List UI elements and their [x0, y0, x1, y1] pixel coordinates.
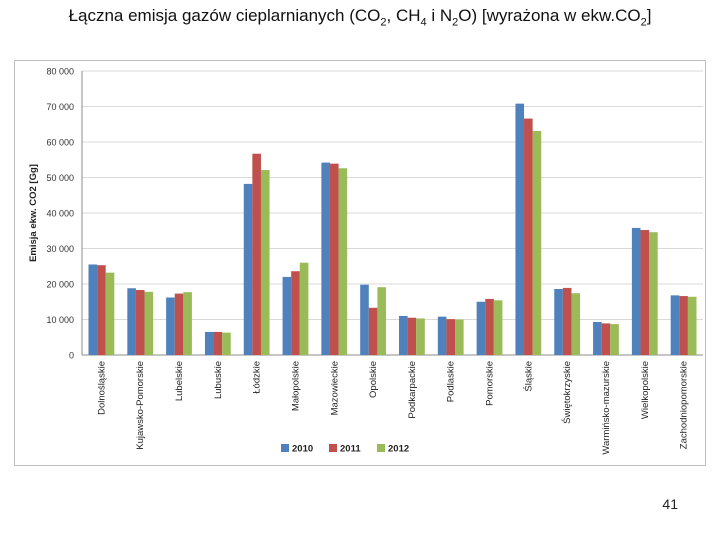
bar-2012-15: Zachodniopomorskie 2012: 16400	[687, 296, 697, 355]
y-tick-label: 30 000	[46, 244, 74, 254]
bar-2012-3: Lubuskie 2012: 6300	[222, 332, 231, 355]
category-label: Lubelskie	[174, 361, 185, 401]
y-tick-label: 70 000	[46, 102, 74, 112]
bar-2010-15: Zachodniopomorskie 2010: 16800	[670, 295, 680, 355]
bar-2012-14: Wielkopolskie 2012: 34600	[649, 232, 658, 355]
bar-2010-14: Wielkopolskie 2010: 35800	[631, 227, 641, 355]
bar-2010-5: Małopolskie 2010: 22000	[282, 276, 292, 355]
category-label: Łódzkie	[252, 361, 263, 394]
bar-2011-7: Opolskie 2011: 13300	[368, 307, 378, 355]
bar-2010-2: Lubelskie 2010: 16200	[166, 297, 175, 355]
y-tick-label: 60 000	[46, 138, 74, 148]
bar-2010-4: Łódzkie 2010: 48200	[243, 183, 253, 355]
category-label: Kujawsko-Pomorskie	[135, 361, 146, 450]
bar-2011-10: Pomorskie 2011: 15800	[485, 298, 494, 355]
title-subscript: 2	[640, 16, 647, 29]
bar-2010-8: Podkarpackie 2010: 11000	[399, 315, 408, 355]
bar-2011-6: Mazowieckie 2011: 53900	[329, 163, 339, 355]
bar-2010-13: Warmińsko-mazurskie 2010: 9300	[593, 321, 602, 355]
title-text: Łączna emisja gazów cieplarnianych (CO	[68, 6, 381, 25]
bar-2010-6: Mazowieckie 2010: 54200	[321, 162, 330, 355]
title-subscript: 4	[420, 16, 427, 29]
bar-2010-11: Śląskie 2010: 70800	[515, 103, 525, 355]
y-tick-label: 10 000	[46, 315, 74, 325]
bar-2011-15: Zachodniopomorskie 2011: 16600	[679, 296, 688, 355]
legend-label: 2012	[388, 444, 409, 455]
y-tick-label: 20 000	[46, 280, 74, 290]
title-text: i N	[426, 6, 453, 25]
bar-2012-5: Małopolskie 2012: 26000	[299, 262, 309, 355]
category-label: Mazowieckie	[329, 361, 340, 415]
bar-2011-13: Warmińsko-mazurskie 2011: 8900	[601, 323, 611, 355]
category-label: Opolskie	[368, 361, 379, 398]
y-axis-label: Emisja ekw. CO2 [Gg]	[28, 164, 39, 262]
title-text: ]	[646, 6, 652, 25]
bar-2011-4: Łódzkie 2011: 56700	[252, 153, 261, 355]
title-subscript: 2	[380, 16, 387, 29]
category-label: Warmińsko-mazurskie	[601, 361, 612, 455]
bar-2012-7: Opolskie 2012: 19100	[377, 287, 386, 355]
bar-2012-13: Warmińsko-mazurskie 2012: 8700	[610, 324, 619, 355]
bar-2011-14: Wielkopolskie 2011: 35200	[640, 230, 650, 355]
bar-2010-10: Pomorskie 2010: 15000	[476, 301, 486, 355]
bar-2012-10: Pomorskie 2012: 15400	[493, 300, 503, 355]
bar-2010-12: Świętokrzyskie 2010: 18600	[554, 288, 563, 355]
category-label: Podlaskie	[446, 361, 457, 402]
category-label: Wielkopolskie	[640, 361, 651, 419]
bar-2012-1: Kujawsko-Pomorskie 2012: 17800	[144, 291, 154, 355]
bar-2012-11: Śląskie 2012: 63100	[532, 131, 542, 355]
bar-2012-2: Lubelskie 2012: 17700	[183, 292, 192, 355]
title-text: , CH	[386, 6, 421, 25]
bar-2011-8: Podkarpackie 2011: 10500	[407, 317, 417, 355]
legend-swatch-2010	[281, 444, 289, 452]
bar-2011-3: Lubuskie 2011: 6500	[213, 331, 223, 355]
category-label: Lubuskie	[213, 361, 224, 399]
page-number: 41	[662, 496, 678, 512]
category-label: Podkarpackie	[407, 361, 418, 419]
slide-title: Łączna emisja gazów cieplarnianych (CO2,…	[0, 6, 720, 28]
category-label: Świętokrzyskie	[561, 361, 573, 424]
bar-2011-5: Małopolskie 2011: 23600	[291, 271, 300, 355]
category-label: Pomorskie	[485, 361, 496, 406]
bar-2012-12: Świętokrzyskie 2012: 17400	[571, 293, 581, 355]
category-label: Małopolskie	[290, 361, 301, 411]
bar-2011-12: Świętokrzyskie 2011: 18900	[562, 287, 572, 355]
bar-2011-1: Kujawsko-Pomorskie 2011: 18300	[135, 290, 145, 355]
legend-swatch-2012	[377, 444, 385, 452]
category-label: Zachodniopomorskie	[679, 361, 690, 449]
bar-2012-6: Mazowieckie 2012: 52600	[338, 168, 348, 355]
bar-2012-4: Łódzkie 2012: 52100	[260, 170, 270, 355]
bar-2010-0: Dolnośląskie 2010: 25500	[88, 264, 98, 355]
bar-2010-9: Podlaskie 2010: 10800	[437, 316, 447, 355]
y-tick-label: 50 000	[46, 173, 74, 183]
bar-chart: 0 10 000 20 000 30 000 40 000 50 000 60 000 70 …	[28, 67, 703, 455]
bar-2010-3: Lubuskie 2010: 6500	[204, 331, 214, 355]
legend-swatch-2011	[329, 444, 337, 452]
bar-2011-2: Lubelskie 2011: 17300	[174, 293, 184, 355]
y-tick-label: 40 000	[46, 209, 74, 219]
bar-2011-0: Dolnośląskie 2011: 25300	[97, 265, 106, 355]
title-subscript: 2	[452, 16, 459, 29]
bar-2010-1: Kujawsko-Pomorskie 2010: 18800	[127, 288, 136, 355]
bar-2012-8: Podkarpackie 2012: 10300	[416, 318, 425, 355]
y-tick-label: 80 000	[46, 67, 74, 77]
category-label: Śląskie	[522, 361, 534, 392]
bar-2012-0: Dolnośląskie 2012: 23200	[105, 272, 115, 355]
title-text: O) [wyrażona w ekw.CO	[458, 6, 641, 25]
chart-frame: 0 10 000 20 000 30 000 40 000 50 000 60 000 70 …	[14, 60, 706, 466]
category-label: Dolnośląskie	[96, 361, 107, 415]
legend-label: 2011	[340, 444, 361, 455]
bar-2010-7: Opolskie 2010: 19800	[360, 284, 369, 355]
legend-label: 2010	[292, 444, 313, 455]
bar-2011-9: Podlaskie 2011: 10100	[446, 319, 456, 355]
y-tick-label: 0	[69, 351, 74, 361]
bar-2011-11: Śląskie 2011: 66600	[524, 118, 533, 355]
